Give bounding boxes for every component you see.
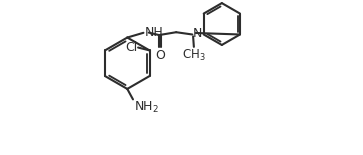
Text: Cl: Cl [125,41,137,54]
Text: N: N [193,27,203,40]
Text: O: O [155,49,165,62]
Text: CH$_3$: CH$_3$ [182,48,206,64]
Text: NH$_2$: NH$_2$ [134,100,159,115]
Text: NH: NH [144,26,163,39]
